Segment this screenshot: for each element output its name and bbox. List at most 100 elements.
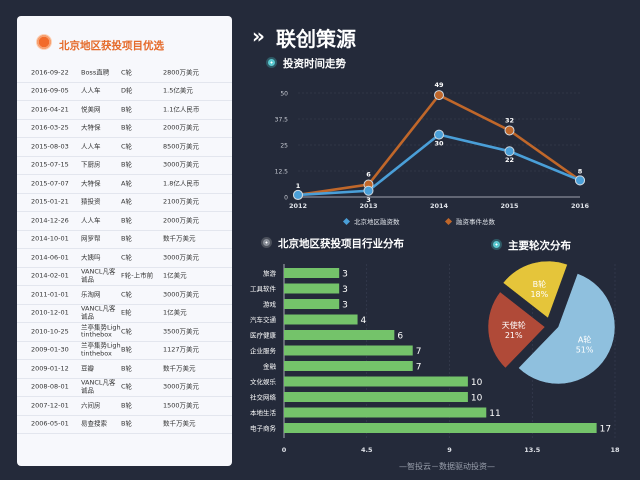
- bar: [284, 423, 597, 433]
- data-label: 8: [578, 167, 583, 175]
- bar: [284, 376, 468, 387]
- legend-label: 北京地区融资数: [354, 217, 400, 226]
- row-date: 2016-09-22: [31, 68, 69, 77]
- category-label: 医疗健康: [250, 330, 277, 339]
- row-round: C轮: [121, 382, 133, 391]
- row-round: E轮: [121, 308, 132, 317]
- row-date: 2006-05-01: [31, 419, 69, 428]
- pie-slice-percent: 18%: [530, 290, 548, 299]
- row-date: 2014-10-01: [31, 234, 69, 243]
- data-label: 3: [366, 196, 371, 204]
- row-round: C轮: [121, 327, 133, 336]
- investment-list-panel: 北京地区获投项目优选 2016-09-22 Boss直聘 C轮 2800万美元 2016…: [17, 16, 232, 466]
- page-title: 联创策源: [276, 27, 356, 51]
- panel-title: 北京地区获投项目优选: [59, 40, 164, 52]
- category-label: 企业服务: [250, 346, 277, 355]
- row-amount: 2000万美元: [163, 216, 200, 225]
- row-company: 大特保: [81, 123, 101, 132]
- row-date: 2007-12-01: [31, 401, 69, 410]
- row-company: 人人车: [81, 142, 101, 151]
- row-company: 下厨房: [81, 160, 101, 169]
- row-round: B轮: [121, 105, 132, 114]
- x-tick-label: 4.5: [361, 446, 373, 454]
- bar-chart-title: 北京地区获投项目行业分布: [278, 238, 404, 250]
- table-row: 2015-07-15 下厨房 B轮 3000万美元: [17, 157, 232, 175]
- row-company: 兰亭集势Lightinthebox: [81, 341, 121, 358]
- data-point: [434, 90, 444, 101]
- table-row: 2016-03-25 大特保 B轮 2000万美元: [17, 120, 232, 138]
- category-label: 电子商务: [250, 423, 277, 432]
- table-row: 2015-08-03 人人车 C轮 8500万美元: [17, 138, 232, 157]
- row-date: 2014-12-26: [31, 216, 69, 225]
- pie-slice: [502, 260, 568, 319]
- row-round: B轮: [121, 234, 132, 243]
- row-date: 2010-12-01: [31, 308, 69, 317]
- table-row: 2011-01-01 乐淘网 C轮 3000万美元: [17, 286, 232, 305]
- data-point: [434, 129, 444, 140]
- row-amount: 数千万美元: [163, 419, 196, 428]
- row-amount: 1127万美元: [163, 345, 200, 354]
- bar-value-label: 4: [361, 316, 367, 326]
- table-row: 2010-10-25 兰亭集势Lightinthebox C轮 3500万美元: [17, 323, 232, 342]
- bar-value-label: 3: [342, 285, 348, 295]
- bar-value-label: 3: [342, 270, 348, 280]
- row-company: 豆瓣: [81, 364, 94, 373]
- row-amount: 3000万美元: [163, 160, 200, 169]
- y-tick-label: 37.5: [275, 117, 289, 124]
- row-date: 2016-04-21: [31, 105, 69, 114]
- row-amount: 3500万美元: [163, 327, 200, 336]
- category-label: 社交网络: [250, 392, 277, 401]
- row-date: 2015-07-15: [31, 160, 69, 169]
- bar-value-label: 17: [600, 425, 611, 435]
- bar: [284, 268, 340, 278]
- row-company: 大特保: [81, 179, 101, 188]
- row-date: 2014-02-01: [31, 271, 69, 280]
- bar-value-label: 7: [416, 347, 422, 357]
- table-row: 2006-05-01 易查搜索 B轮 数千万美元: [17, 416, 232, 434]
- row-amount: 2000万美元: [163, 123, 200, 132]
- row-round: A轮: [121, 197, 132, 206]
- legend-label: 融资事件总数: [456, 217, 496, 226]
- data-point: [293, 189, 303, 200]
- pie-slice-label: 天使轮: [502, 320, 526, 330]
- y-tick-label: 25: [280, 143, 288, 150]
- row-company: 易查搜索: [81, 419, 107, 428]
- category-label: 汽车交通: [250, 315, 277, 324]
- category-label: 本地生活: [250, 408, 277, 417]
- row-date: 2009-01-30: [31, 345, 69, 354]
- row-round: B轮: [121, 364, 132, 373]
- table-row: 2016-09-05 人人车 D轮 1.5亿美元: [17, 83, 232, 101]
- row-round: B轮: [121, 123, 132, 132]
- x-tick-label: 13.5: [524, 446, 541, 454]
- row-amount: 3000万美元: [163, 382, 200, 391]
- legend-marker: [444, 217, 453, 226]
- row-amount: 3000万美元: [163, 290, 200, 299]
- bar: [284, 299, 340, 309]
- row-round: A轮: [121, 179, 132, 188]
- category-label: 文化娱乐: [250, 377, 277, 386]
- bar: [284, 314, 358, 325]
- row-amount: 8500万美元: [163, 142, 200, 151]
- data-label: 32: [505, 116, 514, 124]
- row-amount: 1亿美元: [163, 271, 187, 280]
- bar-value-label: 10: [471, 394, 483, 404]
- x-tick-label: 2012: [289, 202, 307, 210]
- y-tick-label: 12.5: [275, 169, 289, 176]
- table-row: 2010-12-01 VANCL凡客诚品 E轮 1亿美元: [17, 305, 232, 323]
- bar: [284, 392, 468, 402]
- investment-table: 2016-09-22 Boss直聘 C轮 2800万美元 2016-09-05 人人车 D轮…: [17, 64, 232, 434]
- x-tick-label: 2013: [359, 202, 377, 210]
- data-label: 22: [505, 156, 514, 164]
- footer-slogan: —智投云－数据驱动投资—: [399, 462, 495, 471]
- row-company: 悦美网: [81, 105, 101, 114]
- panel-header: 北京地区获投项目优选: [17, 16, 232, 72]
- row-company: 人人车: [81, 86, 101, 95]
- row-amount: 1.1亿人民币: [163, 105, 200, 114]
- y-tick-label: 0: [284, 195, 288, 202]
- row-amount: 1亿美元: [163, 308, 187, 317]
- x-tick-label: 18: [610, 446, 620, 454]
- pie-slice-percent: 21%: [505, 331, 523, 340]
- row-round: D轮: [121, 86, 133, 95]
- row-company: 六间房: [81, 401, 101, 410]
- pie-slice-label: A轮: [578, 335, 591, 345]
